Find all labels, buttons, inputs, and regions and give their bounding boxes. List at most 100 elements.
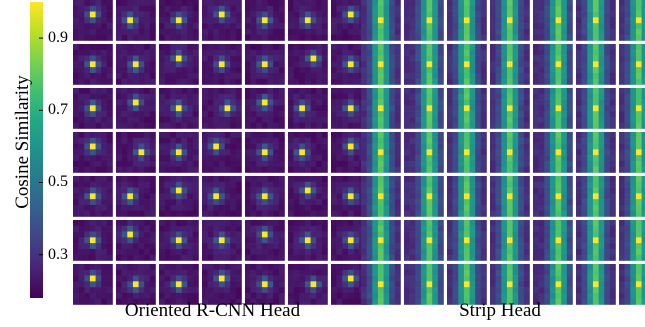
heatmap-pixel — [432, 132, 439, 139]
heatmap-pixel — [538, 237, 545, 244]
heatmap-pixel — [250, 248, 257, 256]
heatmap-pixel — [213, 44, 220, 51]
heatmap-pixel — [164, 237, 171, 244]
heatmap-pixel — [544, 243, 551, 250]
heatmap-pixel — [310, 116, 317, 124]
heatmap-pixel — [566, 269, 573, 276]
heatmap-pixel — [361, 193, 367, 200]
heatmap-pixel — [101, 210, 108, 217]
heatmap-pixel — [73, 11, 79, 18]
heatmap-pixel — [73, 155, 79, 162]
heatmap-pixel — [512, 287, 519, 294]
heatmap-pixel — [245, 292, 251, 300]
heatmap-pixel — [394, 275, 401, 282]
heatmap-pixel — [235, 298, 242, 305]
heatmap-pixel — [523, 49, 530, 56]
heatmap-pixel — [78, 149, 85, 156]
heatmap-pixel — [288, 28, 294, 36]
heatmap-pixel — [389, 204, 396, 212]
heatmap-pixel — [619, 193, 625, 200]
heatmap-pixel — [250, 78, 257, 85]
heatmap-pixel — [394, 132, 401, 139]
heatmap-pixel — [192, 254, 199, 261]
heatmap-pixel — [506, 28, 513, 36]
heatmap-pixel — [121, 49, 128, 56]
heatmap-pixel — [635, 220, 642, 227]
heatmap-pixel — [609, 204, 616, 212]
heatmap-pixel — [342, 122, 349, 129]
heatmap-pixel — [420, 155, 427, 162]
heatmap-pixel — [144, 225, 151, 232]
heatmap-pixel — [144, 237, 151, 244]
heatmap-pixel — [592, 111, 599, 118]
heatmap-pixel — [278, 264, 285, 271]
heatmap-pixel — [224, 122, 231, 129]
heatmap-pixel — [132, 275, 139, 282]
heatmap-pixel — [598, 23, 605, 30]
heatmap-pixel — [604, 34, 611, 41]
heatmap-pixel — [304, 17, 311, 24]
heatmap-pixel — [587, 78, 594, 85]
heatmap-pixel — [267, 243, 274, 250]
heatmap-pixel — [475, 99, 482, 106]
heatmap-pixel — [73, 93, 79, 100]
heatmap-pixel — [299, 122, 306, 129]
heatmap-pixel — [132, 67, 139, 74]
heatmap-pixel — [106, 275, 113, 282]
heatmap-pixel — [512, 137, 519, 144]
heatmap-pixel — [278, 254, 285, 261]
heatmap-pixel — [293, 44, 300, 51]
heatmap-pixel — [89, 181, 96, 188]
heatmap-pixel — [121, 199, 128, 206]
heatmap-pixel — [458, 220, 465, 227]
heatmap-pixel — [207, 264, 214, 271]
heatmap-pixel — [641, 287, 645, 294]
heatmap-pixel — [89, 149, 96, 156]
heatmap-pixel — [347, 28, 354, 36]
heatmap-pixel — [549, 122, 556, 129]
heatmap-pixel — [73, 5, 79, 12]
heatmap-pixel — [144, 23, 151, 30]
heatmap-pixel — [415, 93, 422, 100]
heatmap-pixel — [261, 193, 268, 200]
heatmap-pixel — [609, 298, 616, 305]
heatmap-pixel — [316, 181, 323, 188]
heatmap-pixel — [261, 176, 268, 183]
heatmap-pixel — [213, 292, 220, 300]
heatmap-pixel — [207, 281, 214, 288]
heatmap-pixel — [342, 254, 349, 261]
heatmap-pixel — [533, 49, 539, 56]
heatmap-pixel — [310, 275, 317, 282]
heatmap-pixel — [95, 181, 102, 188]
heatmap-pixel — [561, 143, 568, 150]
heatmap-pixel — [170, 210, 177, 217]
heatmap-pixel — [116, 122, 122, 129]
heatmap-pixel — [641, 248, 645, 256]
heatmap-pixel — [576, 264, 582, 271]
heatmap-pixel — [299, 155, 306, 162]
heatmap-pixel — [587, 254, 594, 261]
heatmap-pixel — [452, 137, 459, 144]
heatmap-pixel — [78, 292, 85, 300]
heatmap-pixel — [635, 34, 642, 41]
heatmap-pixel — [181, 166, 188, 173]
heatmap-pixel — [544, 49, 551, 56]
heatmap-pixel — [437, 17, 444, 24]
heatmap-pixel — [342, 137, 349, 144]
heatmap-pixel — [404, 105, 410, 112]
heatmap-pixel — [518, 111, 525, 118]
heatmap-pixel — [278, 220, 285, 227]
heatmap-pixel — [549, 17, 556, 24]
heatmap-pixel — [609, 193, 616, 200]
heatmap-pixel — [447, 210, 453, 217]
heatmap-pixel — [170, 231, 177, 238]
heatmap-pixel — [78, 281, 85, 288]
heatmap-pixel — [452, 281, 459, 288]
heatmap-pixel — [538, 243, 545, 250]
heatmap-pixel — [207, 275, 214, 282]
heatmap-pixel — [480, 72, 487, 80]
heatmap-pixel — [544, 122, 551, 129]
heatmap-pixel — [342, 78, 349, 85]
heatmap-pixel — [144, 17, 151, 24]
heatmap-pixel — [101, 116, 108, 124]
